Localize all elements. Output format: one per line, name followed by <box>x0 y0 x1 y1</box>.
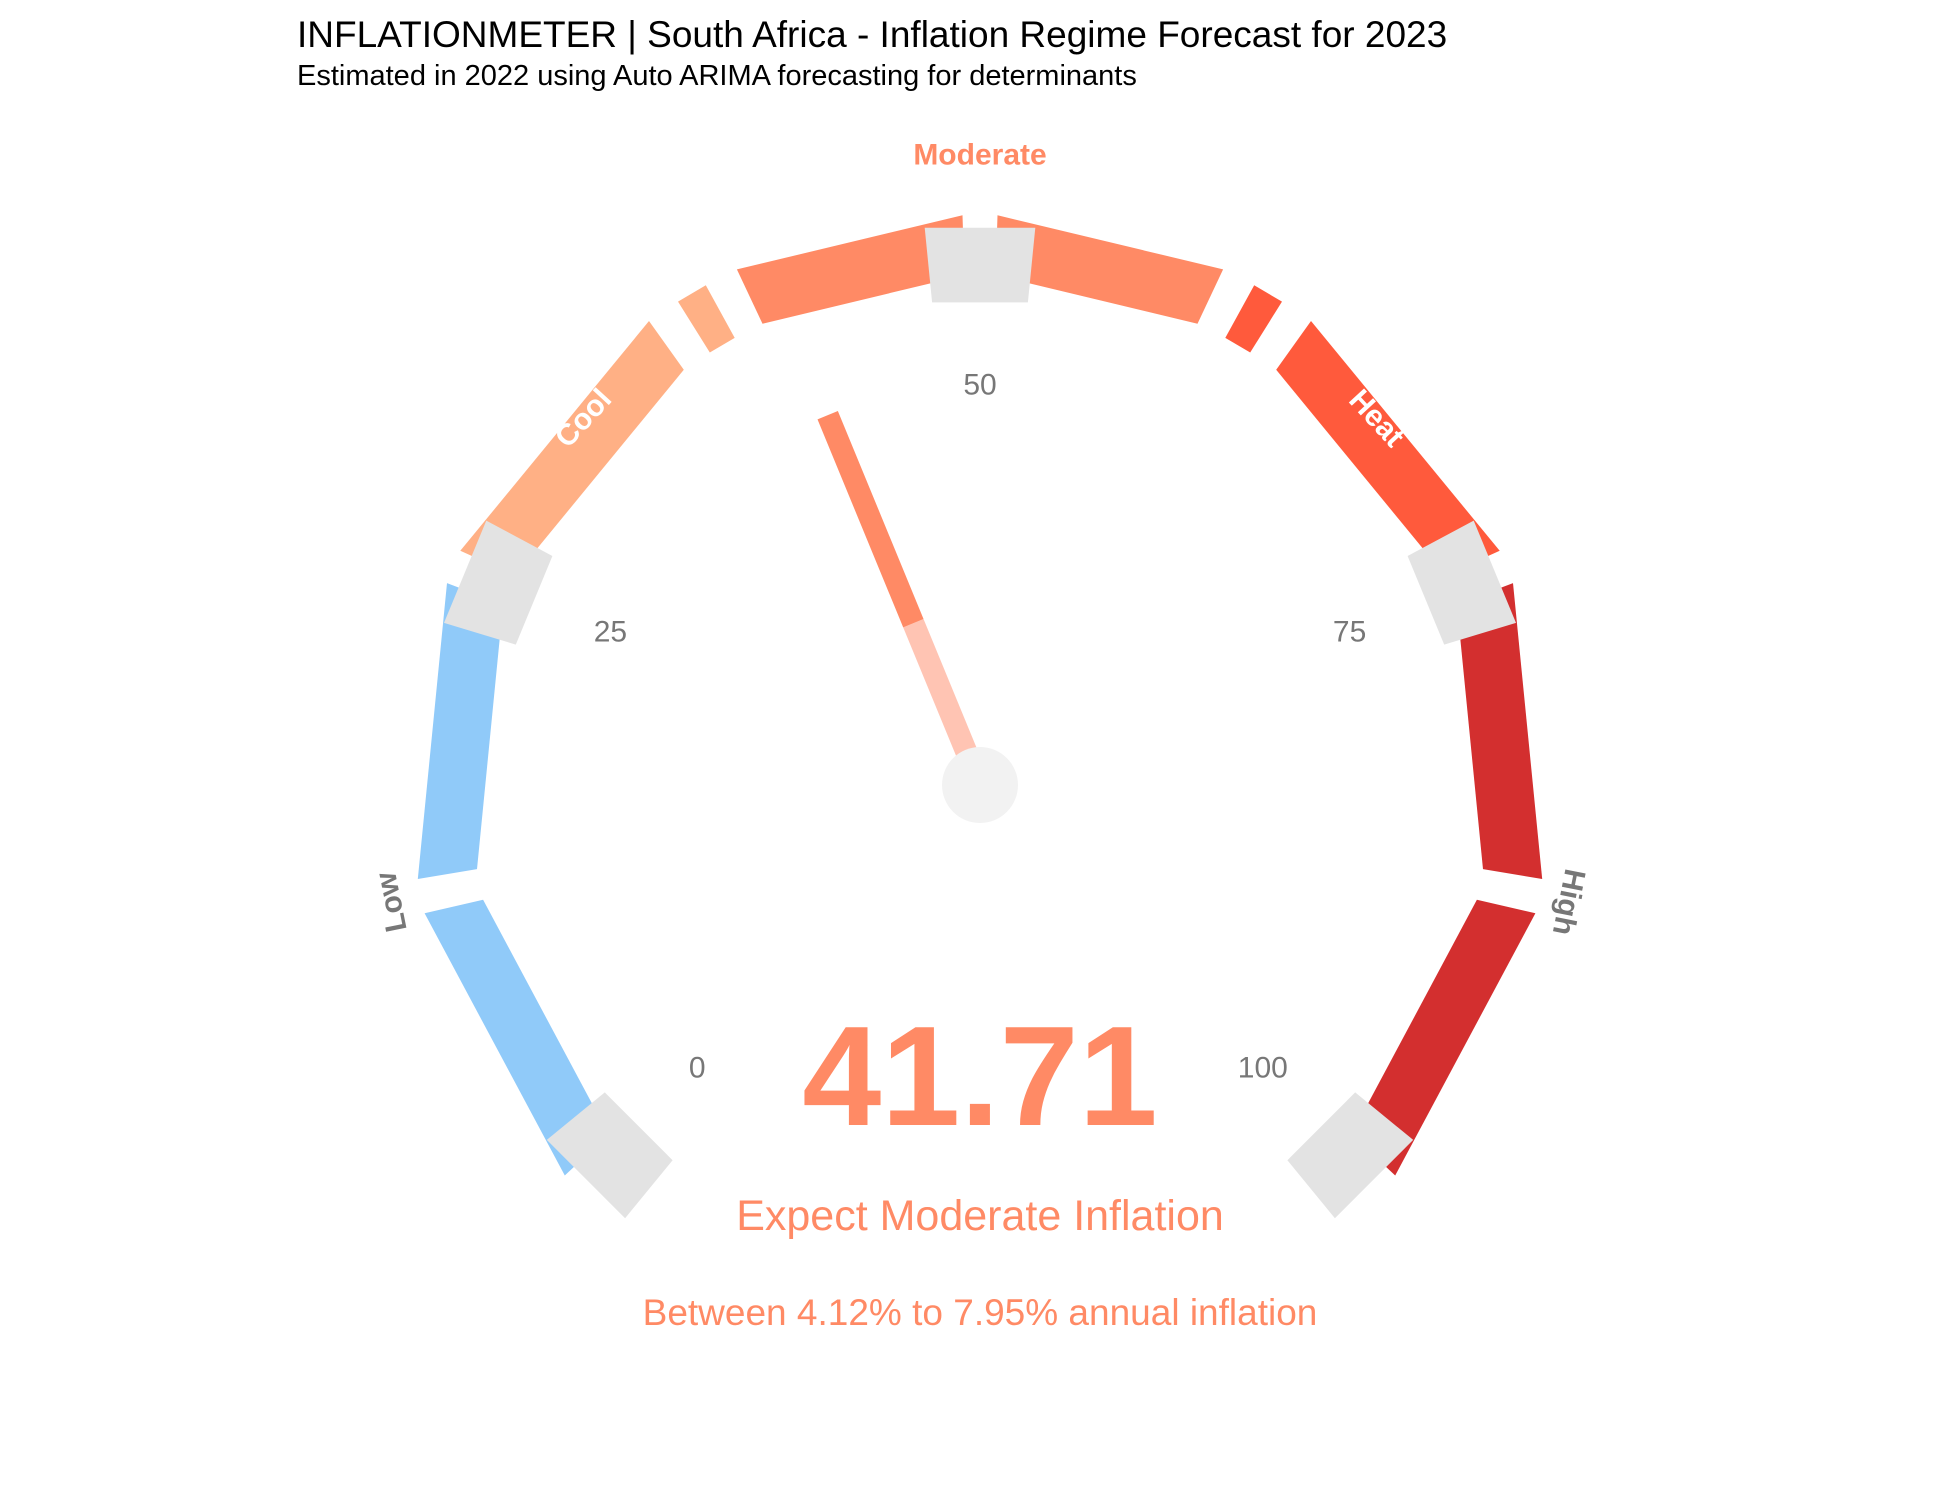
band-moderate-segment <box>995 215 1224 324</box>
band-heat-segment <box>1225 285 1282 353</box>
tick-label-100: 100 <box>1238 1051 1288 1084</box>
band-cool-segment <box>678 285 735 353</box>
chart-subtitle: Estimated in 2022 using Auto ARIMA forec… <box>297 60 1137 92</box>
tick-marker-25 <box>444 520 553 645</box>
tick-label-0: 0 <box>689 1051 706 1084</box>
range-text: Between 4.12% to 7.95% annual inflation <box>643 1292 1318 1333</box>
band-label-high: High <box>1546 866 1591 938</box>
band-moderate-segment <box>736 215 965 324</box>
needle <box>817 410 924 628</box>
regime-text: Expect Moderate Inflation <box>736 1192 1224 1240</box>
tick-marker-0 <box>546 1092 673 1219</box>
band-label-low: Low <box>369 869 413 935</box>
band-high-segment <box>1456 583 1543 879</box>
tick-label-50: 50 <box>963 369 996 402</box>
tick-label-75: 75 <box>1333 615 1366 648</box>
needle-hub <box>942 747 1018 823</box>
band-low-segment <box>417 583 504 879</box>
gauge-value: 41.71 <box>802 997 1157 1156</box>
band-cool-segment <box>460 321 684 576</box>
tick-marker-50 <box>924 227 1036 303</box>
band-low-segment <box>424 899 609 1176</box>
tick-marker-75 <box>1407 520 1516 645</box>
band-heat-segment <box>1276 321 1500 576</box>
tick-marker-100 <box>1287 1092 1414 1219</box>
band-label-moderate: Moderate <box>913 139 1046 172</box>
chart-title: INFLATIONMETER | South Africa - Inflatio… <box>297 14 1448 55</box>
tick-label-25: 25 <box>594 615 627 648</box>
band-high-segment <box>1351 899 1536 1176</box>
